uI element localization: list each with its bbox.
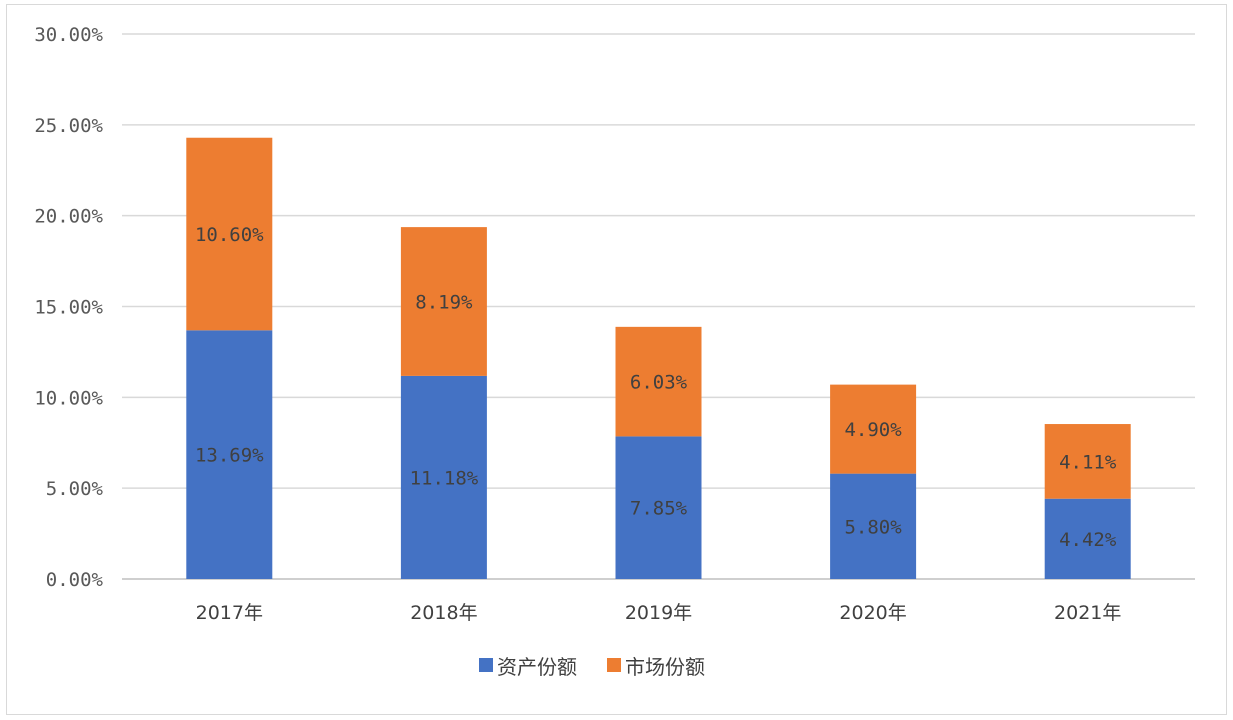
bars — [186, 137, 1131, 579]
data-labels: 13.69% 10.60% 11.18% 8.19% 7.85% 6.03% 5.80% 4.… — [195, 224, 1117, 551]
bar-segment — [830, 384, 917, 474]
legend: 资产份额 市场份额 — [479, 655, 705, 679]
bar-segment — [400, 375, 487, 579]
data-label: 7.85% — [630, 498, 688, 520]
y-tick-label: 0.00% — [46, 569, 104, 591]
legend-swatch — [607, 658, 621, 672]
gridlines — [122, 33, 1195, 580]
data-label: 10.60% — [195, 224, 264, 246]
x-category-label: 2021年 — [1054, 602, 1121, 624]
data-label: 11.18% — [410, 467, 479, 489]
legend-label: 市场份额 — [625, 655, 705, 679]
bar-segment — [186, 137, 273, 331]
y-tick-label: 20.00% — [34, 206, 103, 228]
y-tick-label: 10.00% — [34, 387, 103, 409]
data-label: 4.42% — [1059, 529, 1117, 551]
legend-swatch — [479, 658, 493, 672]
bar-segment — [615, 326, 702, 437]
legend-label: 资产份额 — [497, 655, 577, 679]
bar-segment — [186, 330, 273, 579]
bar-segment — [615, 436, 702, 579]
x-category-label: 2018年 — [410, 602, 477, 624]
bar-segment — [400, 227, 487, 376]
y-axis-tick-labels: 0.00% 5.00% 10.00% 15.00% 20.00% 25.00% 30.00% — [34, 24, 103, 591]
data-label: 6.03% — [630, 372, 688, 394]
data-label: 5.80% — [844, 516, 902, 538]
bar-segment — [1044, 498, 1131, 579]
data-label: 13.69% — [195, 445, 264, 467]
x-category-label: 2019年 — [625, 602, 692, 624]
data-label: 8.19% — [415, 292, 473, 314]
data-label: 4.11% — [1059, 451, 1117, 473]
bar-segment — [830, 473, 917, 579]
y-tick-label: 15.00% — [34, 297, 103, 319]
y-tick-label: 30.00% — [34, 24, 103, 46]
data-label: 4.90% — [844, 419, 902, 441]
y-tick-label: 25.00% — [34, 115, 103, 137]
x-category-label: 2017年 — [196, 602, 263, 624]
y-tick-label: 5.00% — [46, 478, 104, 500]
x-category-label: 2020年 — [839, 602, 906, 624]
bar-segment — [1044, 424, 1131, 499]
x-axis-category-labels: 2017年 2018年 2019年 2020年 2021年 — [196, 602, 1122, 624]
